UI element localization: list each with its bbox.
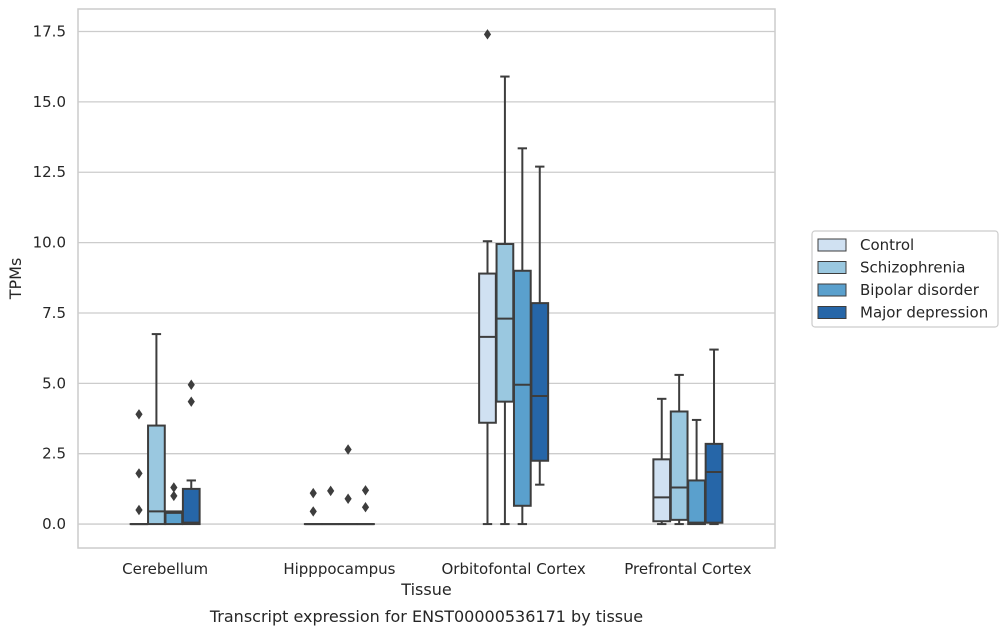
box-major-depression bbox=[530, 165, 550, 486]
iqr-box bbox=[181, 487, 201, 526]
box-control bbox=[478, 29, 497, 526]
x-tick-label: Cerebellum bbox=[122, 560, 208, 578]
x-axis-label: Tissue bbox=[400, 580, 451, 599]
iqr-box bbox=[530, 302, 550, 462]
box-bipolar-disorder bbox=[338, 444, 358, 526]
y-tick-label: 7.5 bbox=[42, 304, 66, 322]
y-tick-label: 2.5 bbox=[42, 445, 66, 463]
y-tick-label: 5.0 bbox=[42, 374, 66, 392]
box-schizophrenia bbox=[495, 75, 515, 526]
legend-swatch bbox=[817, 283, 847, 297]
x-tick-label: Prefrontal Cortex bbox=[624, 560, 751, 578]
box-bipolar-disorder bbox=[164, 482, 184, 526]
iqr-box bbox=[652, 458, 672, 523]
y-tick-label: 12.5 bbox=[33, 163, 66, 181]
box-bipolar-disorder bbox=[512, 147, 532, 526]
outlier-point bbox=[187, 396, 195, 407]
y-tick-label: 10.0 bbox=[33, 234, 66, 252]
outlier-point bbox=[344, 493, 352, 504]
outlier-point bbox=[135, 468, 143, 479]
x-tick-label: Orbitofontal Cortex bbox=[442, 560, 586, 578]
legend: Control Schizophrenia Bipolar disorder Majo… bbox=[811, 230, 999, 328]
outlier-point bbox=[135, 504, 143, 516]
iqr-box bbox=[687, 479, 706, 526]
outlier-point bbox=[170, 482, 178, 493]
chart-title: Transcript expression for ENST0000053617… bbox=[209, 607, 643, 626]
box-major-depression bbox=[704, 348, 724, 526]
y-axis-ticks: 0.0 2.5 5.0 7.5 10.0 12.5 15.0 17.5 bbox=[33, 23, 66, 534]
iqr-box bbox=[495, 243, 515, 403]
iqr-box bbox=[669, 410, 689, 521]
plot-area-frame bbox=[77, 8, 776, 549]
x-axis-ticks: Cerebellum Hipppocampus Orbitofontal Corte… bbox=[122, 560, 751, 578]
box-major-depression bbox=[356, 485, 375, 526]
outlier-point bbox=[187, 379, 195, 390]
box-schizophrenia bbox=[321, 485, 341, 526]
y-tick-label: 15.0 bbox=[33, 93, 66, 111]
box-control bbox=[652, 397, 672, 526]
box-control bbox=[129, 409, 149, 526]
outlier-point bbox=[361, 485, 370, 496]
box-schizophrenia bbox=[669, 373, 689, 526]
legend-label: Bipolar disorder bbox=[860, 281, 980, 299]
y-gridlines bbox=[78, 30, 775, 525]
outlier-point bbox=[135, 409, 143, 420]
y-tick-label: 0.0 bbox=[42, 515, 66, 533]
legend-label: Control bbox=[860, 236, 914, 254]
outlier-point bbox=[309, 506, 317, 517]
outlier-point bbox=[309, 487, 317, 499]
box-bipolar-disorder bbox=[687, 418, 706, 526]
box-control bbox=[303, 487, 323, 526]
box-plot-marks bbox=[129, 29, 724, 526]
y-tick-label: 17.5 bbox=[33, 23, 66, 41]
iqr-box bbox=[478, 272, 497, 424]
iqr-box bbox=[512, 269, 532, 507]
outlier-point bbox=[344, 444, 352, 455]
legend-label: Schizophrenia bbox=[860, 259, 965, 277]
legend-swatch bbox=[817, 238, 847, 252]
legend-label: Major depression bbox=[860, 304, 988, 322]
box-major-depression bbox=[181, 379, 201, 526]
x-tick-label: Hipppocampus bbox=[283, 560, 395, 578]
iqr-box bbox=[704, 442, 724, 524]
legend-swatch bbox=[817, 261, 847, 274]
box-schizophrenia bbox=[147, 333, 166, 526]
y-axis-label: TPMs bbox=[6, 258, 25, 301]
iqr-box bbox=[147, 424, 166, 526]
legend-swatch bbox=[817, 306, 847, 319]
legend-frame bbox=[811, 230, 999, 328]
outlier-point bbox=[170, 490, 178, 502]
outlier-point bbox=[327, 485, 335, 497]
outlier-point bbox=[483, 29, 492, 40]
outlier-point bbox=[361, 501, 370, 513]
